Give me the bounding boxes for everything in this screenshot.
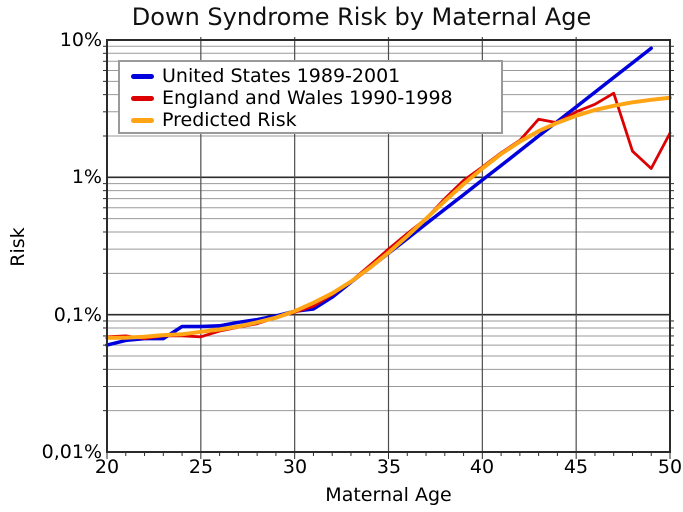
y-tick-label: 1% (71, 166, 102, 188)
x-tick-label: 40 (469, 456, 495, 478)
legend-item: England and Wales 1990-1998 (131, 87, 501, 109)
chart-title: Down Syndrome Risk by Maternal Age (131, 3, 592, 31)
y-tick-label: 0,01% (41, 441, 102, 463)
legend-swatch-united-states-icon (131, 73, 154, 79)
legend-label: United States 1989-2001 (162, 65, 401, 87)
legend: United States 1989-2001 England and Wale… (118, 60, 503, 134)
x-tick-label: 45 (563, 456, 589, 478)
y-axis-label: Risk (7, 227, 29, 267)
x-tick-label: 35 (376, 456, 402, 478)
legend-item: United States 1989-2001 (131, 65, 501, 87)
legend-item: Predicted Risk (131, 109, 501, 131)
plot-frame (106, 39, 671, 453)
y-tick-label: 0,1% (53, 304, 102, 326)
x-tick-label: 50 (657, 456, 683, 478)
series-line-predicted-risk (105, 95, 672, 340)
y-tick-label: 10% (59, 29, 102, 51)
series-line-england-and-wales-1990-1998 (105, 91, 672, 341)
x-tick-label: 25 (188, 456, 214, 478)
legend-label: Predicted Risk (162, 109, 297, 131)
legend-swatch-predicted-risk-icon (131, 117, 154, 123)
legend-swatch-england-wales-icon (131, 95, 154, 101)
x-tick-label: 20 (94, 456, 120, 478)
x-tick-label: 30 (282, 456, 308, 478)
plot-area (103, 37, 674, 459)
x-axis-label: Maternal Age (325, 484, 452, 506)
legend-label: England and Wales 1990-1998 (162, 87, 453, 109)
